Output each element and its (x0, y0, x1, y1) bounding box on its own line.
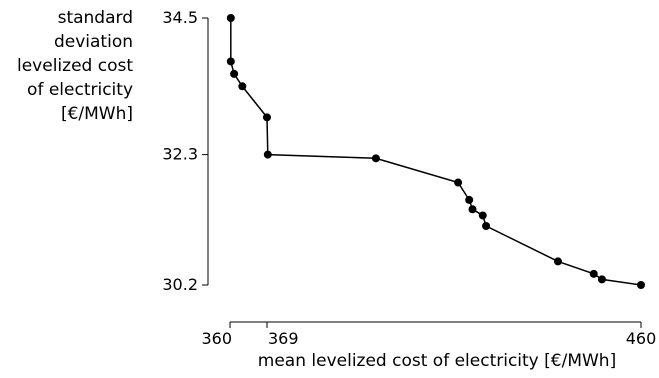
y-tick-label: 30.2 (162, 275, 198, 294)
x-ticks: 360 369 460 (201, 322, 656, 348)
data-point (637, 281, 645, 289)
y-ticks: 34.5 32.3 30.2 (162, 8, 208, 294)
x-tick-label: 360 (201, 329, 232, 348)
y-axis-label-line: standard (57, 8, 133, 28)
data-point (226, 14, 235, 22)
y-axis-label-line: deviation (53, 32, 133, 52)
y-tick-label: 34.5 (162, 8, 198, 27)
data-point (465, 195, 474, 204)
y-axis-label-line: levelized cost (17, 56, 133, 76)
x-axis-label: mean levelized cost of electricity [€/MW… (257, 351, 617, 371)
y-axis-label: standard deviation levelized cost of ele… (0, 6, 133, 126)
series-points (226, 14, 645, 289)
data-point (371, 154, 380, 163)
data-point (589, 269, 598, 278)
data-point (478, 211, 487, 220)
data-point (262, 113, 271, 122)
y-axis-label-line: of electricity (27, 80, 133, 100)
data-point (238, 82, 247, 91)
series-line (230, 18, 642, 286)
data-point (226, 57, 235, 66)
data-point (263, 150, 272, 159)
y-tick-label: 32.3 (162, 145, 198, 164)
data-point (553, 257, 562, 266)
data-point (482, 222, 491, 231)
x-tick-label: 369 (268, 329, 299, 348)
data-point (468, 205, 477, 214)
data-point (230, 69, 239, 78)
data-point (454, 178, 463, 187)
data-point (597, 275, 606, 284)
x-tick-label: 460 (626, 329, 657, 348)
y-axis-label-line: [€/MWh] (60, 104, 133, 124)
